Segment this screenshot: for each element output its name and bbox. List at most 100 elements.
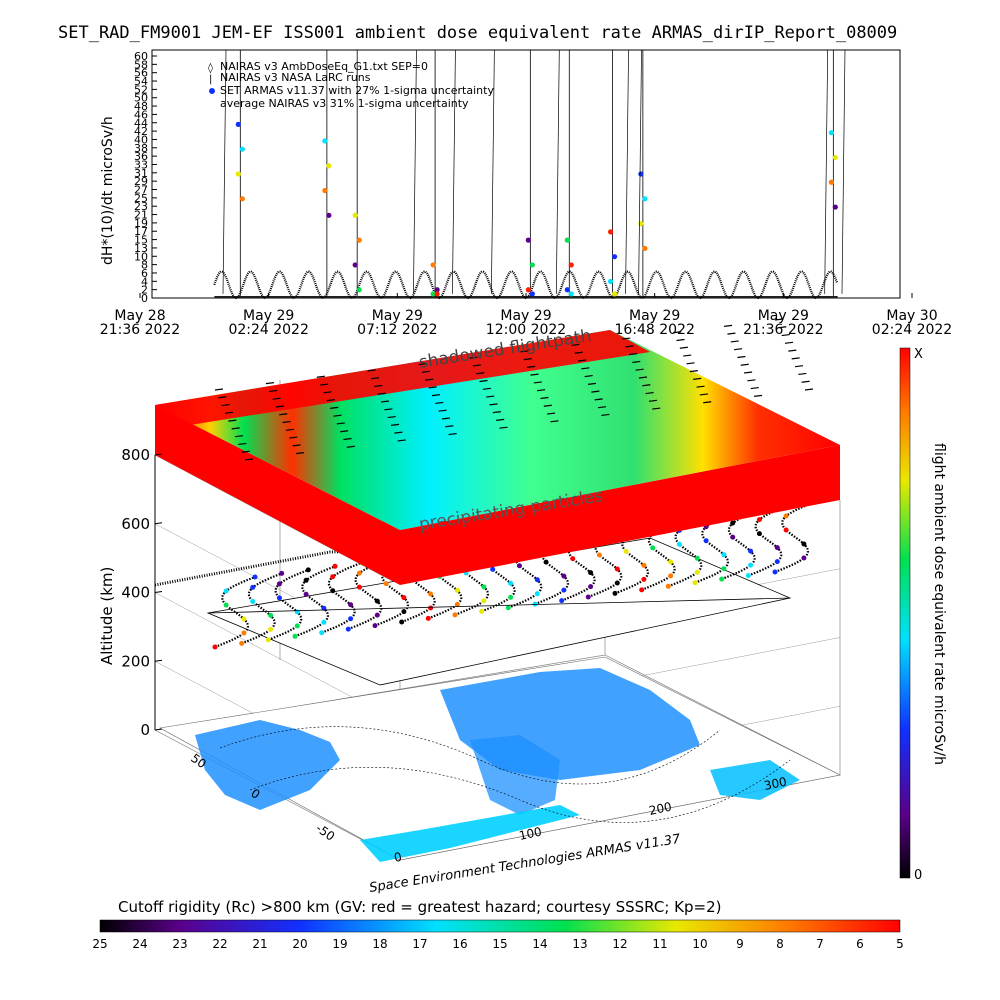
ytick-label: 60 (134, 50, 148, 63)
slab-marker (693, 377, 702, 380)
ytick-label: 52 (134, 83, 148, 96)
orbit-dose-point (268, 612, 274, 618)
orbit-dose-point (641, 562, 647, 568)
orbit-dose-point (374, 612, 380, 618)
orbit-track (614, 522, 656, 595)
ytick-label: 23 (134, 200, 148, 213)
cutoff-tick-label: 17 (412, 937, 427, 951)
ytick-label: 48 (134, 100, 148, 113)
longitude-tick-label: 100 (518, 824, 543, 842)
orbit-dose-point (454, 601, 460, 607)
altitude-tick-label: 400 (121, 584, 150, 602)
map-trackline-2 (249, 759, 791, 823)
slab-marker (340, 430, 349, 433)
slab-marker (804, 388, 814, 391)
slab-marker (214, 388, 224, 391)
orbit-dose-point (676, 541, 682, 547)
slab-marker (750, 386, 759, 390)
orbit-track (747, 504, 789, 577)
cutoff-title: Cutoff rigidity (Rc) >800 km (GV: red = … (118, 898, 721, 916)
armas-point (642, 245, 648, 251)
altitude-label: Altitude (km) (98, 567, 116, 665)
cutoff-tick-label: 9 (736, 937, 744, 951)
slab-marker (482, 387, 491, 390)
slab-marker (601, 413, 610, 417)
armas-point (352, 212, 358, 218)
armas-point (529, 291, 535, 297)
altitude-tick-label: 200 (121, 652, 150, 670)
slab-marker (679, 346, 688, 349)
slab-marker (801, 380, 810, 383)
slab-marker (374, 384, 383, 388)
slab-marker (472, 364, 481, 367)
orbit-dose-point (665, 583, 671, 589)
orbit-track (774, 500, 816, 574)
orbit-dose-point (756, 531, 762, 537)
cutoff-tick-label: 11 (652, 937, 667, 951)
orbit-dose-point (694, 555, 700, 561)
slab-marker (428, 386, 437, 389)
orbit-dose-point (719, 576, 725, 582)
timeseries-ylabel: dH*(10)/dt microSv/h (100, 116, 116, 265)
cutoff-tick-label: 6 (856, 937, 864, 951)
slab-marker (791, 357, 800, 360)
slab-marker (272, 397, 281, 400)
xtick-label-date: May 29 (629, 308, 680, 324)
orbit-dose-point (428, 605, 434, 611)
slab-marker (699, 393, 708, 396)
slab-marker (295, 452, 304, 455)
ytick-label: 58 (134, 58, 148, 71)
slab-marker (387, 415, 396, 419)
slab-marker (265, 382, 274, 385)
slab-marker (499, 426, 508, 429)
orbit-dose-point (250, 584, 256, 590)
cutoff-tick-label: 7 (816, 937, 824, 951)
slab-marker (448, 432, 457, 436)
armas-point (607, 229, 614, 235)
armas-point (607, 278, 614, 285)
xtick-label-date: May 29 (500, 308, 551, 324)
slab-marker (218, 396, 227, 399)
world-map (159, 656, 841, 862)
ytick-label: 27 (134, 184, 148, 197)
orbit-dose-point (748, 562, 754, 568)
slab-marker (238, 442, 247, 446)
dose-colorbar-strip (899, 347, 911, 879)
ytick-label: 29 (134, 175, 148, 188)
slab-marker (774, 318, 784, 321)
armas-point (564, 237, 570, 243)
slab-shadow-edge (155, 330, 650, 425)
slab-marker (320, 383, 329, 386)
orbit-dose-point (748, 548, 754, 554)
xtick-label-date: May 29 (243, 308, 294, 324)
slab-marker (224, 411, 234, 414)
orbit-dose-point (250, 598, 256, 604)
ytick-label: 4 (141, 275, 148, 288)
ytick-label: 40 (134, 133, 148, 146)
orbit-dose-point (303, 577, 309, 583)
slab-marker (540, 396, 549, 400)
slab-marker (397, 439, 406, 442)
series-nairas-baseline (213, 270, 839, 300)
armas-point (568, 262, 574, 268)
orbit-track (241, 572, 283, 645)
cutoff-tick-label: 18 (372, 937, 387, 951)
armas-point (568, 291, 574, 297)
slab-marker (435, 401, 444, 405)
xtick-label-time: 02:24 2022 (228, 322, 308, 338)
xtick-label-date: May 29 (372, 308, 423, 324)
ytick-label: 25 (134, 192, 148, 205)
orbit-dose-point (399, 619, 405, 625)
slab-marker (380, 400, 390, 403)
orbit-dose-point (305, 567, 311, 573)
altitude-tick-mark (154, 453, 163, 456)
armas-point (638, 171, 644, 177)
slab-marker (740, 363, 749, 366)
nairas-run-line (824, 49, 829, 294)
orbit-dose-point (294, 609, 300, 615)
slab-side (155, 405, 840, 585)
orbit-dose-point (614, 580, 620, 586)
altitude-tick-label: 600 (121, 515, 150, 533)
armas-point (235, 121, 241, 127)
dose-colorbar-top: X (914, 347, 923, 362)
